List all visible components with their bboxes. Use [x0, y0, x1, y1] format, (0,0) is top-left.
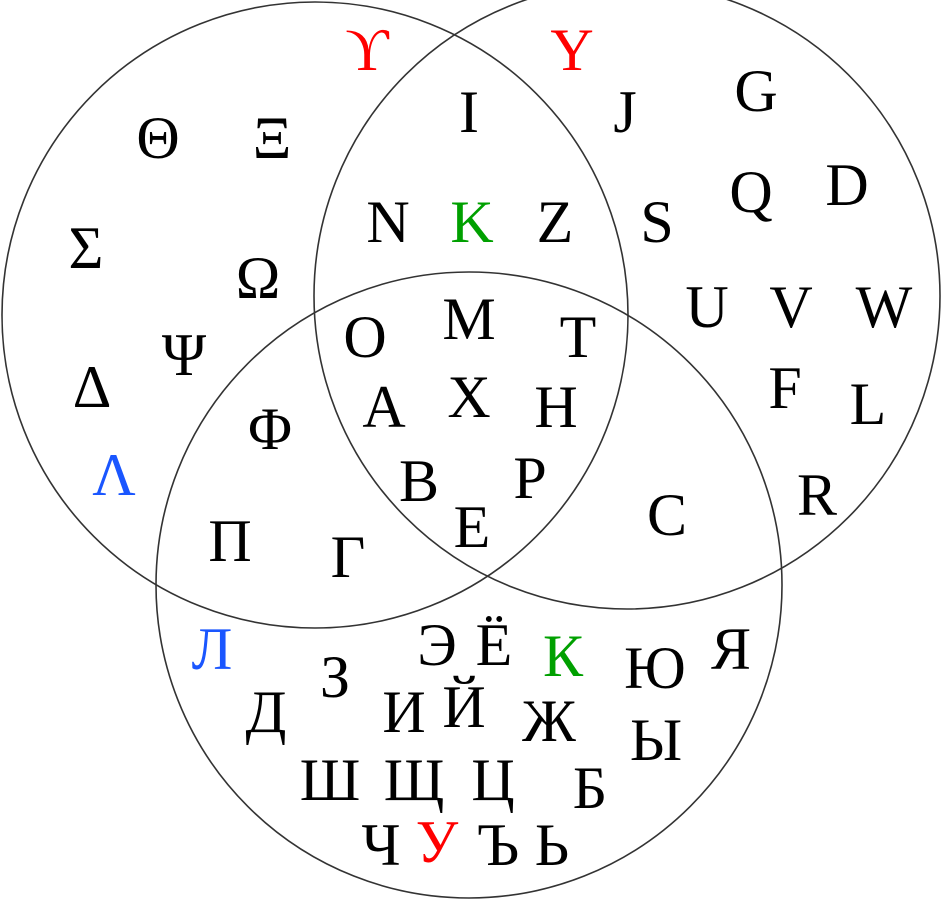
letter-cyrillic-only: Й — [442, 674, 485, 740]
letter-cyrillic-only: Ж — [522, 688, 576, 754]
letter-greek-only: Θ — [136, 105, 179, 171]
letter-greek-only: Δ — [73, 354, 112, 420]
letter-cyrillic-only: Я — [711, 616, 751, 682]
letter-cyrillic-only: Л — [192, 616, 233, 682]
letter-latin-only: Y — [550, 17, 593, 83]
letter-cyrillic-only: Ш — [300, 747, 361, 813]
letter-all-three: O — [343, 304, 386, 370]
letter-cyrillic-only: Ц — [471, 747, 514, 813]
letter-greek-only: Ω — [236, 245, 281, 311]
letter-all-three: H — [534, 374, 577, 440]
letter-greek-cyrillic: Φ — [248, 396, 292, 462]
letter-greek-latin: Z — [537, 189, 574, 255]
letter-latin-only: R — [797, 462, 837, 528]
letter-greek-latin: K — [450, 189, 493, 255]
letter-cyrillic-only: И — [382, 679, 425, 745]
letter-cyrillic-only: Ч — [362, 812, 401, 878]
letter-latin-only: V — [769, 274, 812, 340]
letter-cyrillic-only: Ь — [535, 812, 569, 878]
letter-latin-only: J — [613, 79, 636, 145]
letter-cyrillic-only: Э — [417, 612, 457, 678]
letter-cyrillic-only: Ё — [476, 612, 513, 678]
letter-greek-only: Ξ — [253, 105, 292, 171]
letter-latin-only: D — [825, 152, 868, 218]
letter-greek-only: Σ — [69, 215, 104, 281]
letter-latin-cyrillic: C — [647, 482, 687, 548]
letter-all-three: X — [447, 364, 490, 430]
letter-latin-only: Q — [729, 159, 772, 225]
latin-circle — [313, 0, 941, 610]
letter-cyrillic-only: Щ — [384, 747, 445, 813]
letter-cyrillic-only: Д — [246, 679, 287, 745]
letter-greek-only: Ψ — [162, 322, 207, 388]
letter-all-three: B — [399, 448, 439, 514]
letter-latin-only: G — [734, 58, 777, 124]
letter-all-three: M — [442, 286, 495, 352]
cyrillic-circle — [155, 271, 783, 899]
letter-latin-only: F — [768, 355, 801, 421]
letter-cyrillic-only: Ю — [624, 635, 686, 701]
letter-greek-cyrillic: Π — [208, 508, 251, 574]
letter-greek-latin: I — [459, 79, 479, 145]
letter-greek-only: Λ — [92, 442, 136, 508]
letter-latin-only: W — [856, 274, 913, 340]
letter-cyrillic-only: У — [416, 809, 459, 875]
letter-greek-latin: N — [366, 189, 409, 255]
letter-latin-only: L — [850, 371, 887, 437]
letter-latin-only: S — [640, 189, 673, 255]
letter-cyrillic-only: Ы — [630, 707, 682, 773]
letter-greek-cyrillic: Γ — [331, 524, 366, 590]
letter-cyrillic-only: Б — [573, 755, 607, 821]
letter-all-three: A — [362, 374, 405, 440]
letter-cyrillic-only: З — [320, 644, 350, 710]
letter-greek-only: ϒ — [345, 17, 389, 83]
letter-all-three: E — [454, 494, 491, 560]
letter-all-three: P — [513, 445, 546, 511]
letter-all-three: T — [560, 304, 597, 370]
letter-cyrillic-only: К — [543, 623, 584, 689]
letter-latin-only: U — [685, 274, 728, 340]
letter-cyrillic-only: Ъ — [477, 812, 519, 878]
